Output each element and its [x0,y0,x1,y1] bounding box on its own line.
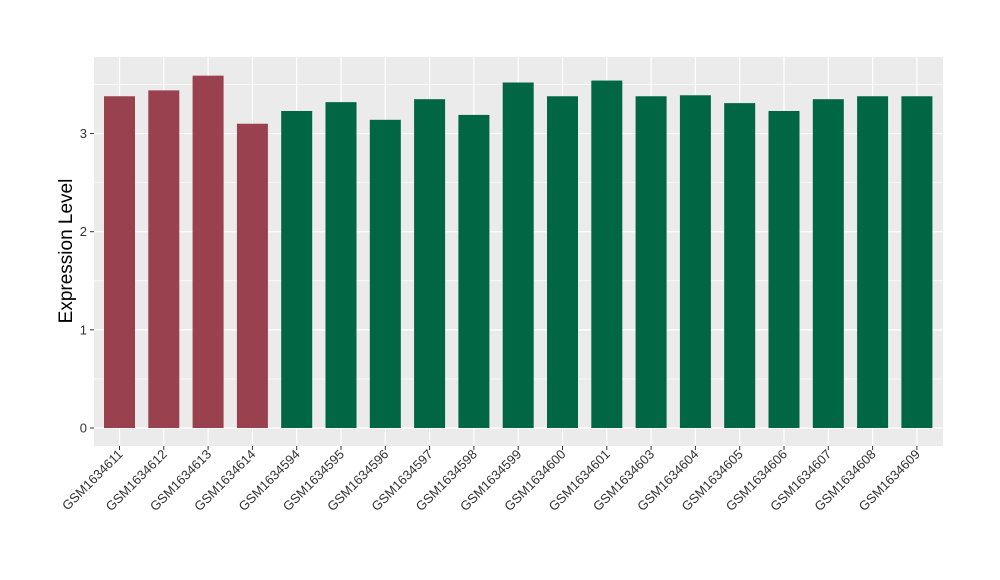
bar-GSM1634605 [724,103,756,428]
bar-GSM1634611 [104,96,135,428]
bar-GSM1634607 [812,99,844,428]
y-axis-title: Expression Level [56,179,77,324]
bar-GSM1634612 [148,90,180,429]
bar-GSM1634597 [414,99,446,428]
y-tick-label: 2 [80,224,87,239]
bar-GSM1634604 [679,95,711,429]
y-tick-label: 3 [80,126,87,141]
bar-GSM1634613 [192,75,224,429]
bar-GSM1634603 [635,96,667,428]
bar-GSM1634606 [768,110,800,429]
bars [104,75,933,429]
y-axis-ticks: 0 1 2 3 [80,126,94,436]
y-tick-label: 0 [80,421,87,436]
bar-GSM1634609 [901,96,933,428]
bar-GSM1634594 [281,110,313,429]
bar-GSM1634608 [857,96,889,428]
bar-GSM1634595 [325,102,357,429]
bar-GSM1634600 [547,96,578,428]
bar-GSM1634614 [236,123,268,429]
bar-GSM1634601 [591,80,623,429]
y-tick-label: 1 [80,322,87,337]
bar-GSM1634598 [458,114,490,428]
x-axis-ticks: GSM1634611GSM1634612GSM1634613GSM1634614… [59,446,923,514]
bar-GSM1634599 [502,82,534,428]
bar-GSM1634596 [369,119,401,428]
